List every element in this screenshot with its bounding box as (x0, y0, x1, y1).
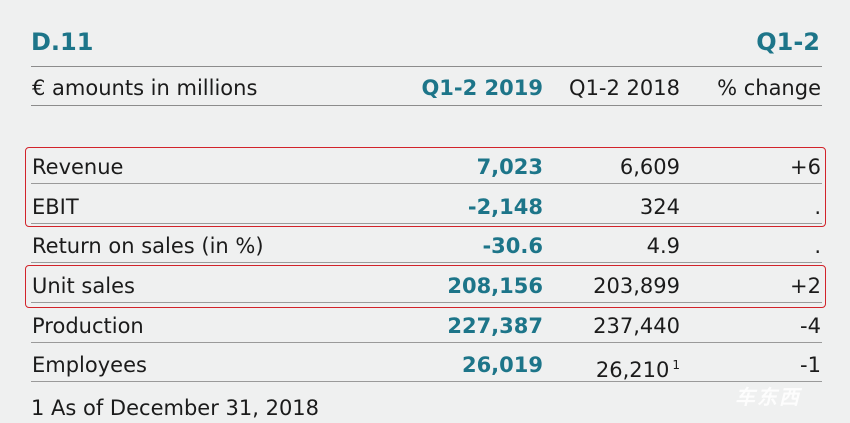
row-change: . (814, 234, 821, 258)
table-row: Unit sales 208,156 203,899 +2 (31, 271, 822, 303)
row-current: -2,148 (467, 195, 543, 219)
table-title: D.11 (31, 28, 94, 56)
table-row: Return on sales (in %) -30.6 4.9 . (31, 231, 822, 263)
column-header-current: Q1-2 2019 (421, 76, 543, 100)
row-previous: 4.9 (646, 234, 680, 258)
row-current: 7,023 (476, 155, 543, 179)
row-rule (31, 381, 822, 382)
row-rule (31, 183, 822, 184)
row-previous: 26,210 (595, 358, 670, 382)
row-label: Revenue (32, 155, 124, 179)
highlight-box-revenue-ebit (25, 147, 826, 227)
table-row: EBIT -2,148 324 . (31, 192, 822, 224)
row-change: -1 (800, 353, 821, 377)
row-label: Production (32, 314, 144, 338)
row-change: +2 (790, 274, 821, 298)
row-previous: 324 (639, 195, 680, 219)
column-header-change: % change (717, 76, 821, 100)
header-rule (31, 105, 822, 106)
row-current: -30.6 (482, 234, 543, 258)
row-previous: 203,899 (593, 274, 680, 298)
row-previous-with-note: 26,210 1 (596, 350, 680, 385)
watermark-logo: 车东西 (735, 385, 801, 409)
footnote: 1 As of December 31, 2018 (31, 396, 320, 420)
table-row: Employees 26,019 26,210 1 -1 (31, 350, 822, 382)
row-current: 227,387 (447, 314, 543, 338)
row-rule (31, 342, 822, 343)
row-label: Return on sales (in %) (32, 234, 264, 258)
column-header-label: € amounts in millions (32, 76, 258, 100)
highlight-box-unit-sales (25, 265, 826, 308)
row-change: -4 (800, 314, 821, 338)
row-rule (31, 302, 822, 303)
row-rule (31, 223, 822, 224)
row-previous: 237,440 (593, 314, 680, 338)
row-current: 26,019 (461, 353, 543, 377)
footnote-marker: 1 (672, 358, 680, 372)
row-change: . (814, 195, 821, 219)
row-current: 208,156 (447, 274, 543, 298)
table-row: Production 227,387 237,440 -4 (31, 311, 822, 343)
table-period: Q1-2 (756, 28, 820, 56)
column-header-row: € amounts in millions Q1-2 2019 Q1-2 201… (31, 73, 822, 105)
row-label: Employees (32, 353, 147, 377)
row-rule (31, 262, 822, 263)
table-row: Revenue 7,023 6,609 +6 (31, 152, 822, 184)
row-change: +6 (790, 155, 821, 179)
column-header-previous: Q1-2 2018 (569, 76, 680, 100)
row-previous: 6,609 (619, 155, 680, 179)
row-label: Unit sales (32, 274, 135, 298)
title-rule (31, 66, 822, 67)
row-label: EBIT (32, 195, 79, 219)
